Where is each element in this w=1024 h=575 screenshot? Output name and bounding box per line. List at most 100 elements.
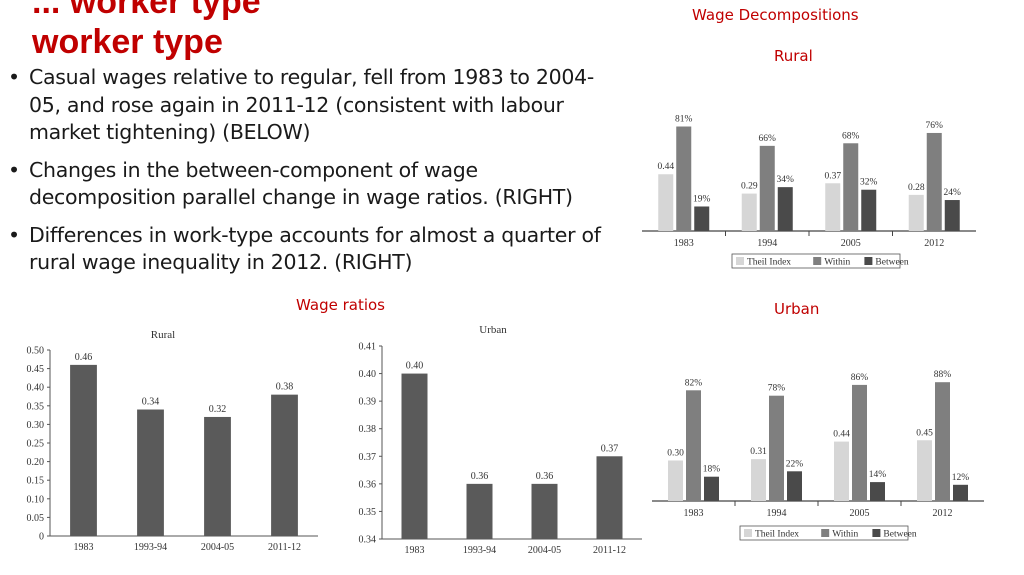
legend-label: Theil Index: [755, 530, 799, 540]
y-tick-label: 0.25: [27, 439, 45, 450]
x-tick-label: 2011-12: [268, 542, 301, 553]
x-tick-label: 2004-05: [528, 545, 561, 556]
bar: [401, 373, 428, 539]
y-tick-label: 0.39: [359, 397, 377, 408]
bar-theil-index: [658, 174, 674, 231]
bar-between: [787, 471, 802, 501]
legend-swatch: [813, 257, 822, 265]
x-tick-label: 2012: [924, 238, 944, 249]
urban-decomposition-caption: Urban: [774, 300, 820, 318]
y-tick-label: 0.40: [359, 369, 377, 380]
bar: [596, 456, 623, 539]
urban-decomposition-chart: 0.30 82% 18% 1983 0.31 78% 22% 1994 0.44 86% 14% 20…: [652, 370, 984, 541]
data-label: 0.37: [824, 171, 841, 181]
y-tick-label: 0.35: [27, 401, 45, 412]
x-tick-label: 1994: [757, 238, 777, 249]
bar-theil-index: [917, 440, 932, 501]
x-tick-label: 1993-94: [134, 542, 167, 553]
data-label: 19%: [693, 194, 711, 204]
rural-decomposition-caption: Rural: [774, 47, 813, 65]
x-tick-label: 2005: [850, 508, 870, 519]
y-tick-label: 0.34: [359, 535, 377, 546]
bar-within: [843, 143, 859, 231]
legend-label: Between: [875, 258, 908, 268]
data-label: 18%: [703, 465, 721, 475]
y-tick-label: 0.36: [359, 479, 377, 490]
bullet-list: • Casual wages relative to regular, fell …: [8, 64, 608, 287]
legend-swatch: [736, 257, 744, 265]
y-tick-label: 0.10: [27, 494, 45, 505]
bar-between: [704, 476, 719, 501]
data-label: 0.40: [406, 361, 424, 372]
x-tick-label: 1983: [684, 508, 704, 519]
bar-within: [926, 132, 942, 231]
bullet-glyph: •: [8, 65, 20, 89]
bar-within: [676, 126, 692, 231]
data-label: 0.32: [209, 404, 227, 415]
data-label: 68%: [842, 131, 860, 141]
y-tick-label: 0.37: [359, 452, 377, 463]
bar: [531, 483, 558, 539]
data-label: 12%: [952, 473, 970, 483]
legend-label: Within: [832, 530, 858, 540]
data-label: 14%: [869, 470, 887, 480]
x-tick-label: 1983: [405, 545, 425, 556]
data-label: 0.36: [471, 471, 489, 482]
slide-title: ... worker type worker type: [32, 0, 261, 62]
bar-between: [694, 206, 710, 231]
bullet-glyph: •: [8, 222, 20, 247]
x-tick-label: 1983: [74, 542, 94, 553]
y-tick-label: 0.30: [27, 420, 45, 431]
rural-decomposition-chart: 0.44 81% 19% 1983 0.29 66% 34% 1994 0.37 68% 32% 20…: [642, 115, 976, 269]
bar-theil-index: [751, 459, 766, 501]
x-tick-label: 1983: [674, 238, 694, 249]
x-tick-label: 2011-12: [593, 545, 626, 556]
data-label: 0.29: [741, 182, 758, 192]
y-tick-label: 0.05: [27, 513, 45, 524]
bar-theil-index: [825, 183, 841, 231]
urban-wage-ratio-chart: Urban 0.34 0.35 0.36 0.37 0.38 0.39 0.40 0.41 0.4…: [359, 324, 642, 556]
bar-theil-index: [668, 460, 683, 501]
chart-title: Rural: [151, 329, 175, 341]
data-label: 88%: [934, 370, 952, 380]
data-label: 0.38: [276, 382, 294, 393]
bar-within: [935, 382, 950, 501]
slide-title-line-1: ... worker type: [32, 0, 261, 21]
data-label: 82%: [685, 378, 703, 388]
data-label: 66%: [759, 134, 777, 144]
bullet-item: • Casual wages relative to regular, fell …: [8, 64, 608, 147]
data-label: 0.36: [536, 471, 554, 482]
y-tick-label: 0.38: [359, 424, 377, 435]
chart-title: Urban: [479, 324, 507, 336]
y-tick-label: 0.20: [27, 457, 45, 468]
legend-swatch: [821, 529, 830, 537]
bar-theil-index: [741, 193, 757, 231]
data-label: 0.46: [75, 352, 93, 363]
data-label: 34%: [777, 175, 795, 185]
y-tick-label: 0.50: [27, 346, 45, 357]
y-tick-label: 0.35: [359, 507, 377, 518]
data-label: 0.44: [657, 162, 674, 172]
data-label: 0.34: [142, 397, 160, 408]
data-label: 0.37: [601, 443, 619, 454]
y-tick-label: 0: [39, 532, 44, 543]
y-tick-label: 0.15: [27, 476, 45, 487]
wage-ratios-caption: Wage ratios: [296, 296, 385, 314]
data-label: 0.44: [833, 430, 850, 440]
bar-theil-index: [908, 194, 924, 231]
bar-within: [852, 384, 867, 501]
bullet-item: • Differences in work-type accounts for a…: [8, 222, 608, 277]
x-tick-label: 2012: [933, 508, 953, 519]
x-tick-label: 1993-94: [463, 545, 496, 556]
bar-between: [861, 189, 877, 231]
data-label: 0.30: [667, 449, 684, 459]
bar: [466, 483, 493, 539]
bar: [70, 364, 97, 536]
bullet-text: Casual wages relative to regular, fell f…: [29, 65, 594, 144]
bar-between: [953, 484, 968, 501]
legend-swatch: [872, 529, 881, 537]
bullet-glyph: •: [8, 157, 20, 182]
bar-theil-index: [834, 441, 849, 501]
data-label: 24%: [944, 188, 962, 198]
y-tick-label: 0.45: [27, 364, 45, 375]
